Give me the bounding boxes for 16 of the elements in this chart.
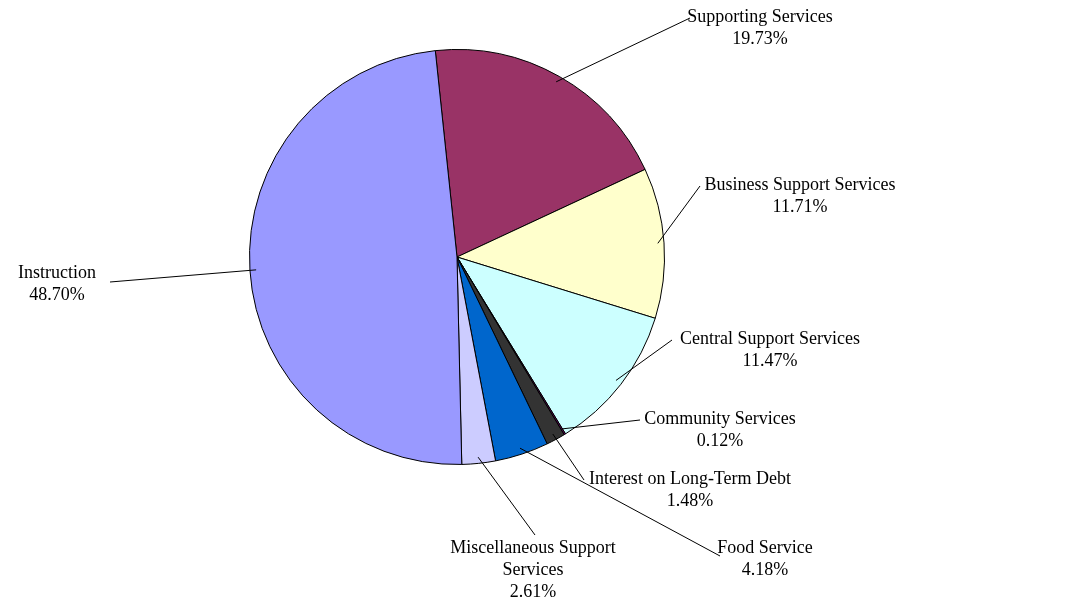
data-label: 4.18% xyxy=(741,558,789,579)
slice-label: Business Support Services xyxy=(704,173,896,194)
slice-label: Community Services xyxy=(644,407,796,428)
slice-label: Supporting Services xyxy=(687,5,833,26)
data-label: 19.73% xyxy=(732,27,788,48)
data-label: 1.48% xyxy=(666,489,714,510)
data-label: 2.61% xyxy=(509,580,557,601)
slice-label: Instruction xyxy=(18,261,96,282)
slice-label: Interest on Long-Term Debt xyxy=(588,467,792,488)
slice-label: Central Support Services xyxy=(680,327,860,348)
data-label: 11.71% xyxy=(772,195,828,216)
data-label: 48.70% xyxy=(29,283,85,304)
data-label: 0.12% xyxy=(696,429,744,450)
data-label: 11.47% xyxy=(742,349,798,370)
slice-label: Miscellaneous Support Services xyxy=(450,536,616,579)
slice-label: Food Service xyxy=(717,536,813,557)
